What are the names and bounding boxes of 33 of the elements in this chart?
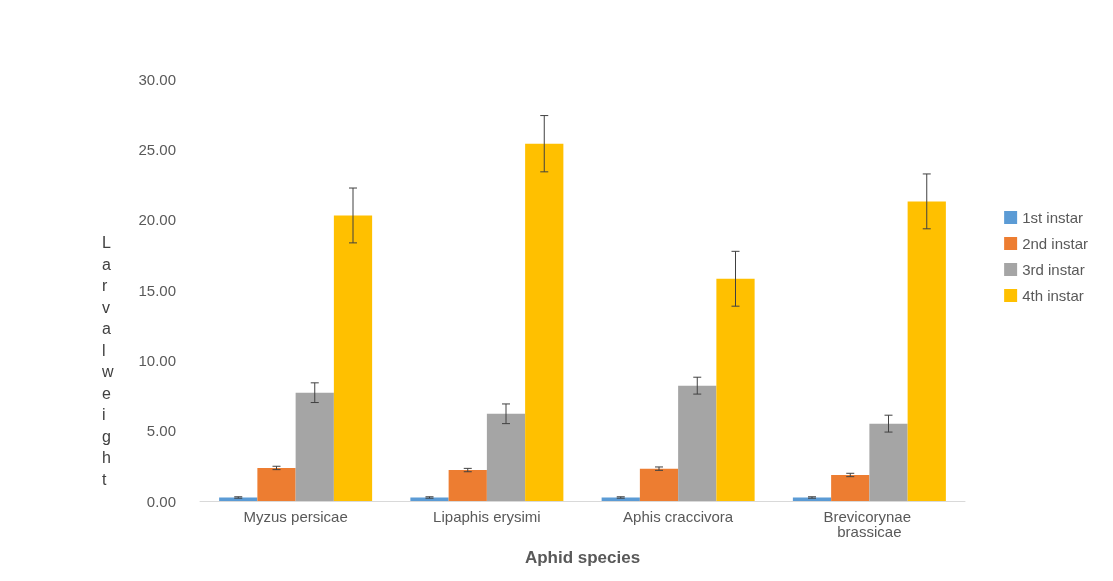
bar <box>525 143 564 501</box>
bar <box>678 385 717 501</box>
y-tick-label: 25.00 <box>138 140 176 158</box>
y-tick-label: 10.00 <box>138 351 176 369</box>
x-tick-label: Aphis craccivora <box>623 508 734 525</box>
legend-label: 4th instar <box>1022 287 1084 304</box>
y-tick-label: 5.00 <box>146 422 176 440</box>
bar <box>716 278 755 501</box>
bar <box>792 497 832 501</box>
y-tick-label: 20.00 <box>138 211 176 229</box>
x-tick-label: Myzus persicae <box>243 508 348 525</box>
y-tick-label: 30.00 <box>138 70 176 88</box>
bar <box>831 474 870 501</box>
legend-label: 1st instar <box>1022 209 1083 226</box>
bar <box>295 392 334 501</box>
x-tick-label: Lipaphis erysimi <box>433 508 541 525</box>
bar <box>907 201 946 501</box>
bar <box>219 497 258 501</box>
bar <box>333 215 373 501</box>
y-tick-label: 0.00 <box>146 492 176 510</box>
x-axis-title: Aphid species <box>524 548 641 567</box>
legend-label: 2nd instar <box>1022 235 1088 252</box>
y-tick-label: 15.00 <box>138 281 176 299</box>
bar <box>410 497 449 501</box>
bar <box>486 413 526 501</box>
bar <box>257 467 296 501</box>
bar <box>601 497 640 501</box>
bar <box>448 470 487 501</box>
bar <box>639 468 679 501</box>
bar <box>869 423 908 501</box>
text: Larval weight <box>102 234 114 488</box>
x-tick-label: Brevicorynae brassicae <box>823 508 916 540</box>
legend-label: 3rd instar <box>1022 261 1085 278</box>
